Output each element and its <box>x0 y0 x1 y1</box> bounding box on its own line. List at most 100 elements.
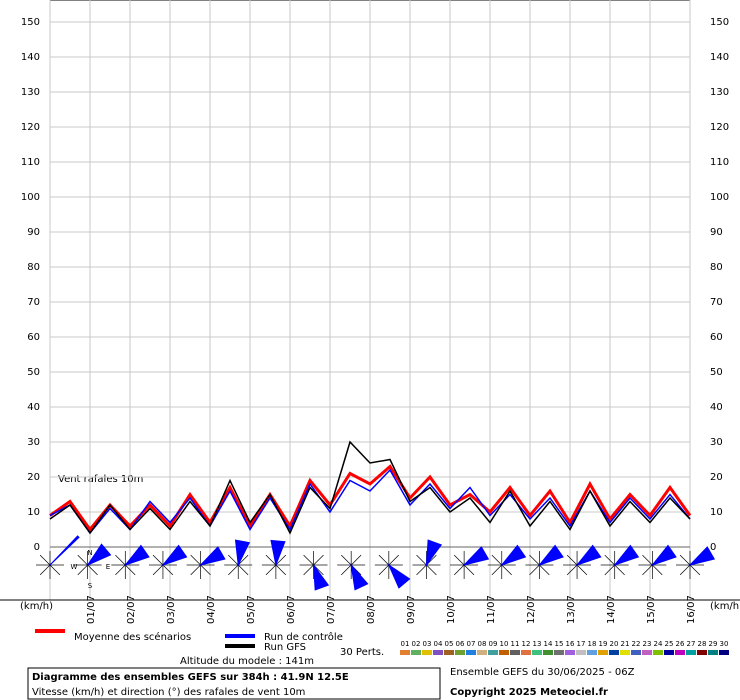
y-tick-label: 60 <box>27 332 40 343</box>
compass-line <box>237 564 249 576</box>
pert-label: 24 <box>654 640 663 648</box>
compass-line <box>529 554 540 566</box>
pert-label: 09 <box>489 640 498 648</box>
compass-line <box>463 564 475 576</box>
y-tick-label: 20 <box>27 472 40 483</box>
pert-swatch <box>653 650 663 655</box>
wind-wedge <box>575 544 602 567</box>
pert-swatch <box>499 650 509 655</box>
y-tick-label: 120 <box>710 122 729 133</box>
info-title: Diagramme des ensembles GEFS sur 384h : … <box>32 672 349 683</box>
pert-label: 03 <box>423 640 432 648</box>
pert-label: 18 <box>588 640 597 648</box>
info-subtitle: Vitesse (km/h) et direction (°) des rafa… <box>32 687 305 698</box>
pert-swatch <box>719 650 729 655</box>
x-tick-label: 04/07 <box>206 595 217 624</box>
pert-label: 30 <box>720 640 729 648</box>
y-tick-label: 100 <box>21 192 40 203</box>
wind-wedge <box>199 546 226 566</box>
compass-label: S <box>88 582 93 590</box>
compass-line <box>416 564 427 576</box>
compass-line <box>491 564 503 576</box>
legend-label: Moyenne des scénarios <box>74 631 191 643</box>
pert-label: 16 <box>566 640 575 648</box>
compass-line <box>341 554 352 566</box>
compass-line <box>49 564 61 576</box>
pert-label: 22 <box>632 640 641 648</box>
y-tick-label: 140 <box>21 52 40 63</box>
pert-swatch <box>400 650 410 655</box>
compass-line <box>388 554 399 566</box>
y-tick-label: 0 <box>34 542 40 553</box>
compass-line <box>190 554 201 566</box>
pert-swatch <box>466 650 476 655</box>
compass-line <box>679 554 691 566</box>
wind-wedge <box>312 563 330 591</box>
compass-line <box>115 554 126 566</box>
compass-line <box>566 564 578 576</box>
compass-line <box>190 564 201 576</box>
perts-title: 30 Perts. <box>340 647 384 658</box>
x-tick-label: 15/07 <box>646 595 657 624</box>
x-tick-label: 10/07 <box>446 595 457 624</box>
wind-wedge <box>234 539 251 567</box>
pert-swatch <box>477 650 487 655</box>
compass-line <box>642 564 653 576</box>
compass-line <box>539 564 550 576</box>
y-tick-label: 150 <box>21 17 40 28</box>
wind-wedge <box>425 539 443 567</box>
y-tick-label: 50 <box>27 367 40 378</box>
pert-label: 02 <box>412 640 421 648</box>
wind-wedge <box>500 544 527 567</box>
y-tick-label: 30 <box>27 437 40 448</box>
compass-line <box>125 564 136 576</box>
wind-wedge <box>688 546 716 566</box>
compass-line <box>378 554 390 566</box>
compass-line <box>416 554 427 566</box>
info-box <box>27 667 441 700</box>
pert-label: 26 <box>676 640 685 648</box>
wind-wedge <box>270 539 286 567</box>
x-tick-label: 12/07 <box>526 595 537 624</box>
compass-line <box>491 554 503 566</box>
pert-swatch <box>675 650 685 655</box>
compass-line <box>350 554 362 566</box>
pert-swatch <box>510 650 520 655</box>
pert-swatch <box>554 650 564 655</box>
pert-label: 15 <box>555 640 564 648</box>
pert-swatch <box>598 650 608 655</box>
pert-label: 28 <box>698 640 707 648</box>
pert-swatch <box>411 650 421 655</box>
pert-label: 01 <box>401 640 410 648</box>
compass-line <box>652 564 663 576</box>
copyright: Copyright 2025 Meteociel.fr <box>450 687 608 698</box>
wind-wedge <box>161 544 188 567</box>
y-tick-label: 150 <box>710 17 729 28</box>
pert-swatch <box>433 650 443 655</box>
series-line <box>49 464 692 532</box>
y-tick-label: 90 <box>710 227 723 238</box>
compass-line <box>453 554 465 566</box>
compass-label: N <box>87 549 92 557</box>
compass-line <box>614 564 625 576</box>
compass-line <box>604 564 615 576</box>
pert-swatch <box>444 650 454 655</box>
compass-line <box>162 564 174 576</box>
y-tick-label: 100 <box>710 192 729 203</box>
compass-line <box>265 554 277 566</box>
series-line <box>49 440 691 535</box>
pert-label: 12 <box>522 640 531 648</box>
compass-line <box>303 554 314 566</box>
legend-label: Run GFS <box>264 642 306 653</box>
y-tick-label: 50 <box>710 367 723 378</box>
compass-label: E <box>106 563 110 571</box>
pert-label: 19 <box>599 640 608 648</box>
x-tick-label: 13/07 <box>566 595 577 624</box>
compass-line <box>200 564 211 576</box>
pert-label: 10 <box>500 640 509 648</box>
compass-line <box>341 564 352 576</box>
y-tick-label: 80 <box>27 262 40 273</box>
x-tick-label: 08/07 <box>366 595 377 624</box>
compass-line <box>77 554 88 566</box>
